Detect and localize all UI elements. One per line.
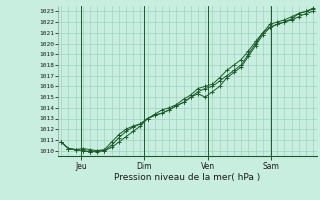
X-axis label: Pression niveau de la mer( hPa ): Pression niveau de la mer( hPa ) — [114, 173, 260, 182]
